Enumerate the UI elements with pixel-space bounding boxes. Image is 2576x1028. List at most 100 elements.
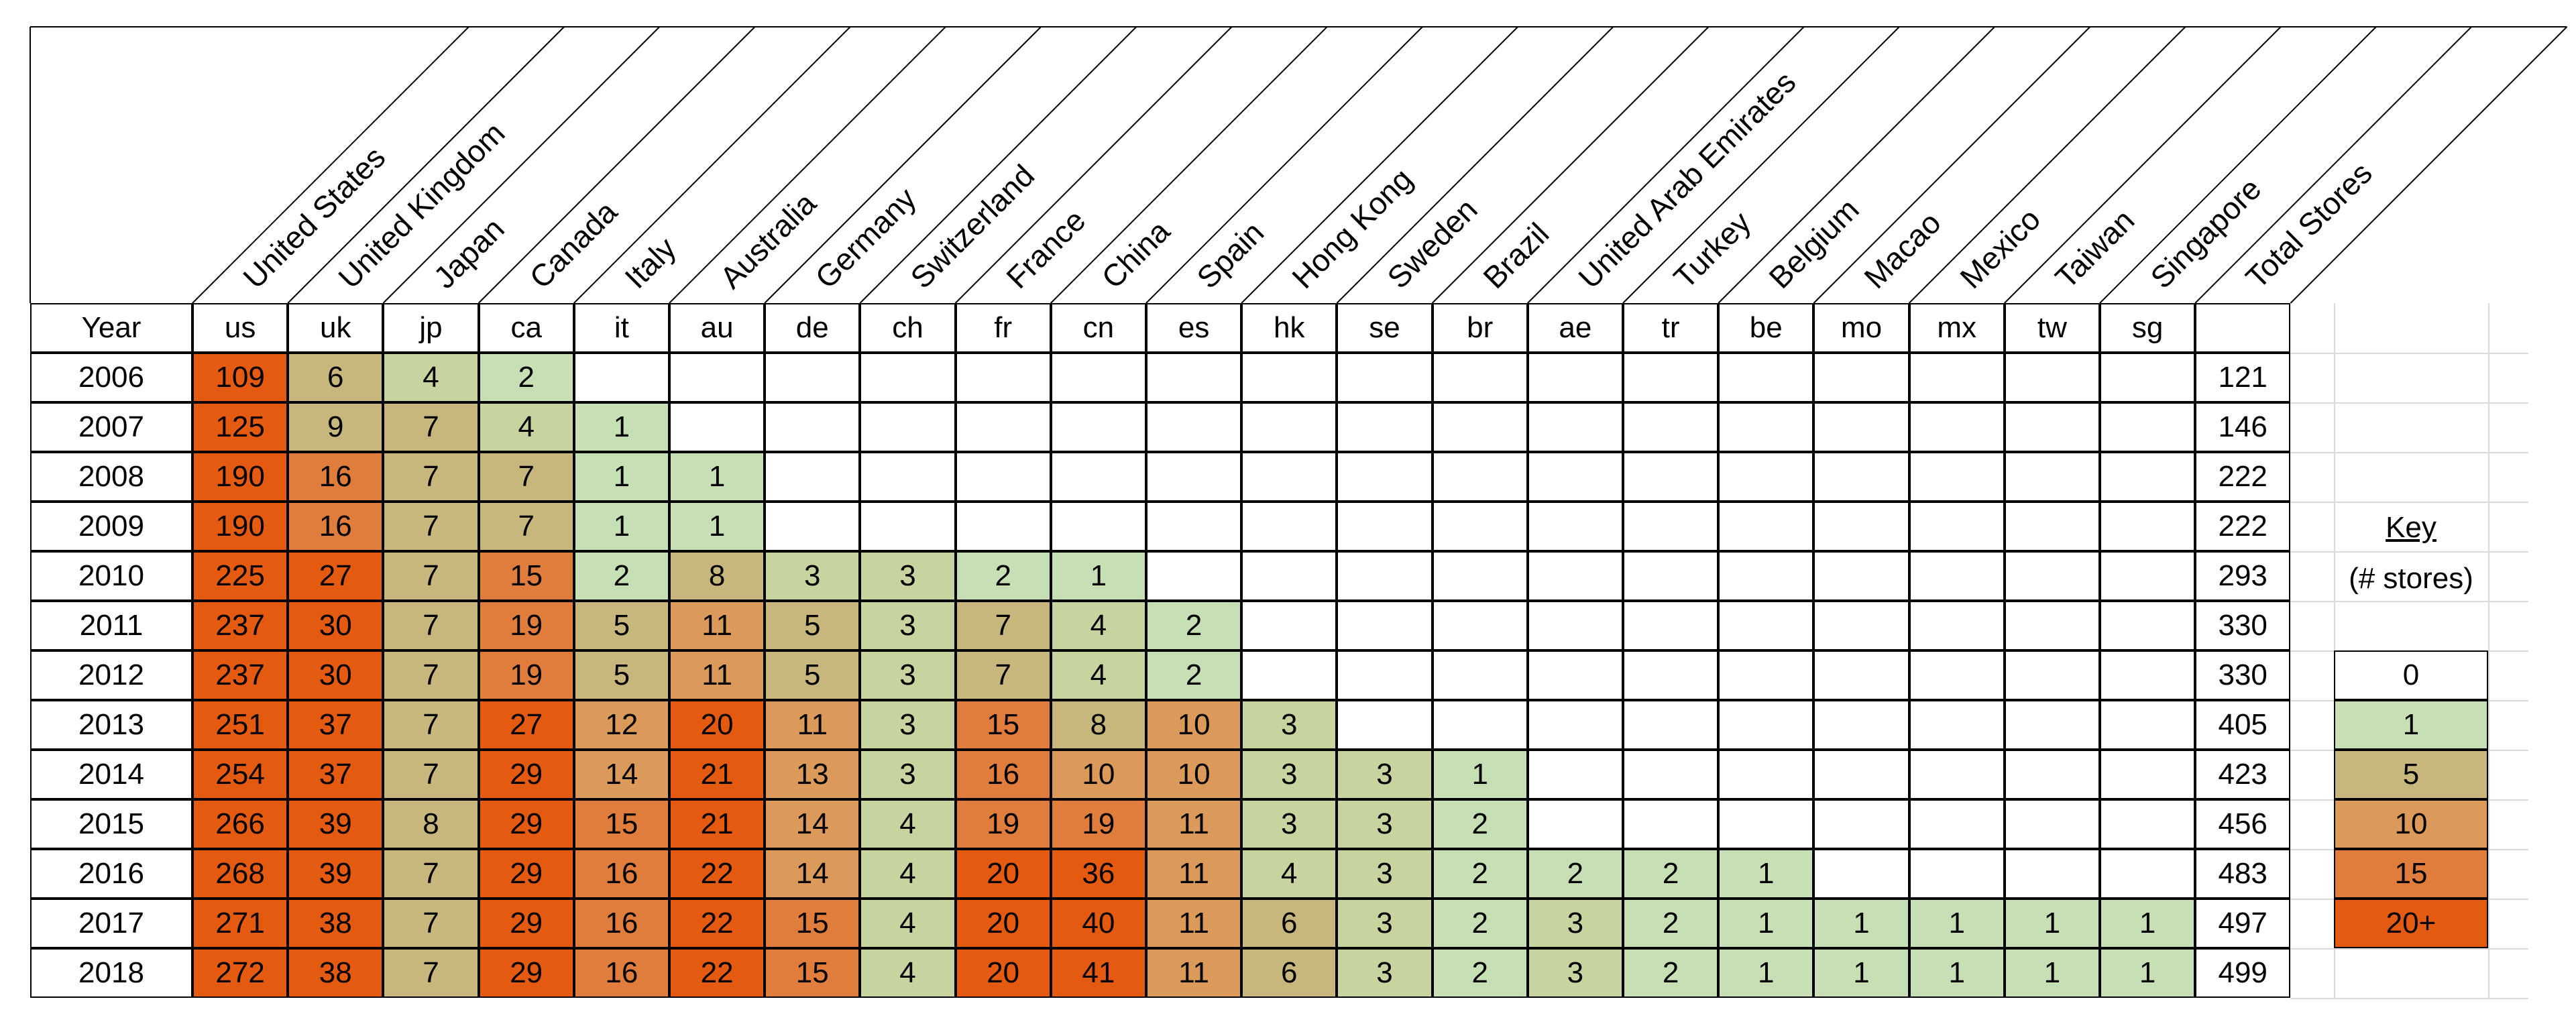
cell-cn-2007[interactable]: [1050, 402, 1146, 452]
key-item-0[interactable]: 0: [2334, 650, 2488, 700]
cell-tw-2014[interactable]: [2004, 750, 2100, 799]
cell-se-2006[interactable]: [1337, 353, 1433, 402]
cell-br-2006[interactable]: [1432, 353, 1528, 402]
cell-sg-2014[interactable]: [2100, 750, 2196, 799]
cell-be-2013[interactable]: [1718, 700, 1814, 750]
cell-uk-2009[interactable]: 16: [288, 502, 384, 551]
cell-be-2015[interactable]: [1718, 799, 1814, 849]
total-cell-2009[interactable]: 222: [2195, 502, 2291, 551]
cell-ch-2010[interactable]: 3: [860, 551, 956, 601]
cell-se-2013[interactable]: [1337, 700, 1433, 750]
cell-au-2018[interactable]: 22: [669, 948, 765, 998]
year-header[interactable]: Year: [30, 303, 192, 353]
cell-ca-2014[interactable]: 29: [478, 750, 574, 799]
cell-hk-2009[interactable]: [1241, 502, 1337, 551]
cell-sg-2006[interactable]: [2100, 353, 2196, 402]
code-header-se[interactable]: se: [1337, 303, 1433, 353]
cell-ca-2006[interactable]: 2: [478, 353, 574, 402]
cell-uk-2016[interactable]: 39: [288, 849, 384, 899]
cell-ch-2009[interactable]: [860, 502, 956, 551]
cell-ca-2013[interactable]: 27: [478, 700, 574, 750]
cell-mo-2010[interactable]: [1813, 551, 1909, 601]
cell-au-2007[interactable]: [669, 402, 765, 452]
year-cell-2009[interactable]: 2009: [30, 502, 192, 551]
cell-uk-2011[interactable]: 30: [288, 601, 384, 650]
cell-es-2015[interactable]: 11: [1146, 799, 1242, 849]
cell-sg-2013[interactable]: [2100, 700, 2196, 750]
cell-mo-2009[interactable]: [1813, 502, 1909, 551]
total-cell-2016[interactable]: 483: [2195, 849, 2291, 899]
cell-uk-2017[interactable]: 38: [288, 899, 384, 948]
cell-mx-2012[interactable]: [1909, 650, 2005, 700]
cell-tw-2018[interactable]: 1: [2004, 948, 2100, 998]
cell-jp-2011[interactable]: 7: [383, 601, 479, 650]
cell-cn-2016[interactable]: 36: [1050, 849, 1146, 899]
cell-au-2009[interactable]: 1: [669, 502, 765, 551]
cell-de-2013[interactable]: 11: [765, 700, 860, 750]
code-header-cn[interactable]: cn: [1050, 303, 1146, 353]
cell-uk-2010[interactable]: 27: [288, 551, 384, 601]
cell-mo-2008[interactable]: [1813, 452, 1909, 502]
cell-ae-2016[interactable]: 2: [1527, 849, 1623, 899]
cell-it-2014[interactable]: 14: [573, 750, 669, 799]
cell-us-2015[interactable]: 266: [192, 799, 288, 849]
cell-se-2008[interactable]: [1337, 452, 1433, 502]
year-cell-2008[interactable]: 2008: [30, 452, 192, 502]
cell-tr-2006[interactable]: [1623, 353, 1719, 402]
cell-hk-2007[interactable]: [1241, 402, 1337, 452]
cell-de-2008[interactable]: [765, 452, 860, 502]
cell-ae-2013[interactable]: [1527, 700, 1623, 750]
total-cell-2008[interactable]: 222: [2195, 452, 2291, 502]
cell-se-2007[interactable]: [1337, 402, 1433, 452]
cell-ae-2010[interactable]: [1527, 551, 1623, 601]
cell-ae-2007[interactable]: [1527, 402, 1623, 452]
cell-de-2006[interactable]: [765, 353, 860, 402]
cell-de-2018[interactable]: 15: [765, 948, 860, 998]
cell-au-2014[interactable]: 21: [669, 750, 765, 799]
cell-br-2016[interactable]: 2: [1432, 849, 1528, 899]
cell-jp-2017[interactable]: 7: [383, 899, 479, 948]
cell-it-2011[interactable]: 5: [573, 601, 669, 650]
code-header-jp[interactable]: jp: [383, 303, 479, 353]
cell-us-2010[interactable]: 225: [192, 551, 288, 601]
cell-ae-2006[interactable]: [1527, 353, 1623, 402]
cell-it-2018[interactable]: 16: [573, 948, 669, 998]
cell-es-2014[interactable]: 10: [1146, 750, 1242, 799]
cell-cn-2012[interactable]: 4: [1050, 650, 1146, 700]
total-cell-2014[interactable]: 423: [2195, 750, 2291, 799]
cell-es-2012[interactable]: 2: [1146, 650, 1242, 700]
cell-uk-2006[interactable]: 6: [288, 353, 384, 402]
cell-es-2016[interactable]: 11: [1146, 849, 1242, 899]
cell-it-2007[interactable]: 1: [573, 402, 669, 452]
cell-se-2011[interactable]: [1337, 601, 1433, 650]
cell-it-2008[interactable]: 1: [573, 452, 669, 502]
cell-ca-2009[interactable]: 7: [478, 502, 574, 551]
cell-ch-2013[interactable]: 3: [860, 700, 956, 750]
cell-mo-2012[interactable]: [1813, 650, 1909, 700]
cell-de-2007[interactable]: [765, 402, 860, 452]
cell-es-2017[interactable]: 11: [1146, 899, 1242, 948]
cell-it-2017[interactable]: 16: [573, 899, 669, 948]
cell-us-2018[interactable]: 272: [192, 948, 288, 998]
cell-mo-2015[interactable]: [1813, 799, 1909, 849]
cell-ae-2015[interactable]: [1527, 799, 1623, 849]
cell-fr-2010[interactable]: 2: [955, 551, 1051, 601]
cell-se-2012[interactable]: [1337, 650, 1433, 700]
year-cell-2016[interactable]: 2016: [30, 849, 192, 899]
total-cell-2011[interactable]: 330: [2195, 601, 2291, 650]
cell-mo-2011[interactable]: [1813, 601, 1909, 650]
cell-jp-2010[interactable]: 7: [383, 551, 479, 601]
key-item-10[interactable]: 10: [2334, 799, 2488, 849]
cell-mo-2006[interactable]: [1813, 353, 1909, 402]
cell-de-2009[interactable]: [765, 502, 860, 551]
cell-us-2009[interactable]: 190: [192, 502, 288, 551]
cell-jp-2016[interactable]: 7: [383, 849, 479, 899]
cell-mo-2016[interactable]: [1813, 849, 1909, 899]
cell-mo-2014[interactable]: [1813, 750, 1909, 799]
cell-jp-2013[interactable]: 7: [383, 700, 479, 750]
cell-se-2015[interactable]: 3: [1337, 799, 1433, 849]
total-cell-2012[interactable]: 330: [2195, 650, 2291, 700]
cell-uk-2018[interactable]: 38: [288, 948, 384, 998]
cell-mx-2007[interactable]: [1909, 402, 2005, 452]
cell-hk-2014[interactable]: 3: [1241, 750, 1337, 799]
